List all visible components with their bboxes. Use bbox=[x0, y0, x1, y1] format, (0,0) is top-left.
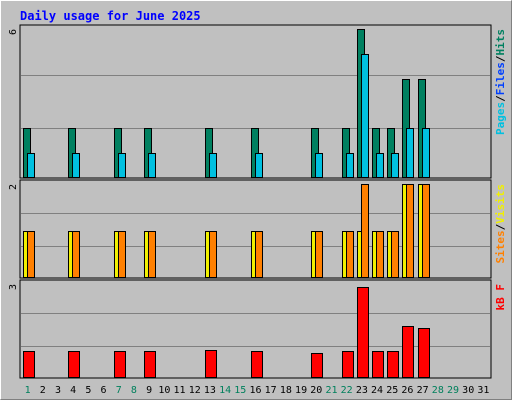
bar-kb-f bbox=[23, 351, 35, 378]
bar-pages bbox=[118, 153, 126, 178]
x-tick-label: 11 bbox=[174, 385, 186, 396]
bar-sites bbox=[315, 231, 323, 278]
x-tick-label: 3 bbox=[55, 385, 61, 396]
x-tick-label: 25 bbox=[386, 385, 398, 396]
legend-entry: / bbox=[494, 223, 507, 230]
x-tick-label: 2 bbox=[40, 385, 46, 396]
bar-kb-f bbox=[342, 351, 354, 378]
bar-kb-f bbox=[418, 328, 430, 378]
x-tick-label: 10 bbox=[158, 385, 170, 396]
x-tick-label: 21 bbox=[325, 385, 337, 396]
x-tick-label: 5 bbox=[85, 385, 91, 396]
x-tick-label: 28 bbox=[432, 385, 444, 396]
bar-pages bbox=[346, 153, 354, 178]
x-tick-label: 4 bbox=[70, 385, 76, 396]
bar-kb-f bbox=[68, 351, 80, 378]
legend-entry: / bbox=[494, 55, 507, 62]
bar-pages bbox=[148, 153, 156, 178]
legend-entry: Pages bbox=[494, 102, 507, 135]
bar-kb-f bbox=[114, 351, 126, 378]
bar-pages bbox=[27, 153, 35, 178]
bar-sites bbox=[148, 231, 156, 278]
legend-entry: Sites bbox=[494, 230, 507, 263]
x-tick-label: 26 bbox=[401, 385, 413, 396]
x-tick-label: 13 bbox=[204, 385, 216, 396]
x-tick-label: 1 bbox=[25, 385, 31, 396]
x-tick-label: 22 bbox=[341, 385, 353, 396]
bar-sites bbox=[72, 231, 80, 278]
bar-sites bbox=[361, 184, 369, 278]
bar-sites bbox=[118, 231, 126, 278]
bar-kb-f bbox=[311, 353, 323, 378]
bar-sites bbox=[27, 231, 35, 278]
x-axis-labels: 1 2 3 4 5 6 7 8 9 10 11 12 13 14 15 16 17 18 19 20 21 22 23 24 2… bbox=[25, 385, 490, 396]
legend-entry: Hits bbox=[494, 29, 507, 56]
panel-legend: Pages/Files/Hits bbox=[494, 29, 507, 135]
bar-sites bbox=[422, 184, 430, 278]
x-tick-label: 19 bbox=[295, 385, 307, 396]
legend-entry: Visits bbox=[494, 184, 507, 224]
x-tick-label: 8 bbox=[131, 385, 137, 396]
x-tick-label: 31 bbox=[477, 385, 489, 396]
bar-pages bbox=[315, 153, 323, 178]
bar-kb-f bbox=[144, 351, 156, 378]
x-tick-label: 16 bbox=[249, 385, 261, 396]
bar-sites bbox=[255, 231, 263, 278]
scale-max-label: 2 bbox=[8, 184, 19, 190]
x-tick-label: 29 bbox=[447, 385, 459, 396]
bar-pages bbox=[391, 153, 399, 178]
bar-kb-f bbox=[402, 326, 414, 378]
bar-pages bbox=[255, 153, 263, 178]
bar-kb-f bbox=[372, 351, 384, 378]
x-tick-label: 6 bbox=[101, 385, 107, 396]
bar-pages bbox=[422, 128, 430, 178]
x-tick-label: 7 bbox=[116, 385, 122, 396]
bar-sites bbox=[406, 184, 414, 278]
x-tick-label: 30 bbox=[462, 385, 474, 396]
panel-legend: kB F bbox=[494, 284, 507, 311]
legend-entry: / bbox=[494, 95, 507, 102]
panel-kbytes: 3 kB F bbox=[8, 279, 507, 379]
x-tick-label: 9 bbox=[146, 385, 152, 396]
bar-sites bbox=[391, 231, 399, 278]
x-tick-label: 18 bbox=[280, 385, 292, 396]
bar-kb-f bbox=[357, 287, 369, 378]
bar-pages bbox=[376, 153, 384, 178]
x-tick-label: 20 bbox=[310, 385, 322, 396]
x-tick-label: 15 bbox=[234, 385, 246, 396]
legend-entry: kB F bbox=[494, 284, 507, 311]
bar-sites bbox=[209, 231, 217, 278]
bar-pages bbox=[361, 54, 369, 178]
bar-kb-f bbox=[387, 351, 399, 378]
legend-entry: Files bbox=[494, 62, 507, 95]
bar-kb-f bbox=[205, 350, 217, 378]
scale-max-label: 6 bbox=[8, 29, 19, 35]
x-tick-label: 12 bbox=[189, 385, 201, 396]
x-tick-label: 14 bbox=[219, 385, 231, 396]
bar-kb-f bbox=[251, 351, 263, 378]
bar-pages bbox=[209, 153, 217, 178]
x-tick-label: 23 bbox=[356, 385, 368, 396]
bar-sites bbox=[376, 231, 384, 278]
scale-max-label: 3 bbox=[8, 284, 19, 290]
panel-legend: Sites/Visits bbox=[494, 184, 507, 264]
x-tick-label: 27 bbox=[417, 385, 429, 396]
panel-visits-sites: 2 Sites/Visits bbox=[8, 179, 507, 279]
chart-title: Daily usage for June 2025 bbox=[20, 9, 201, 23]
bar-pages bbox=[406, 128, 414, 178]
x-tick-label: 24 bbox=[371, 385, 383, 396]
x-tick-label: 17 bbox=[265, 385, 277, 396]
bar-sites bbox=[346, 231, 354, 278]
bar-pages bbox=[72, 153, 80, 178]
